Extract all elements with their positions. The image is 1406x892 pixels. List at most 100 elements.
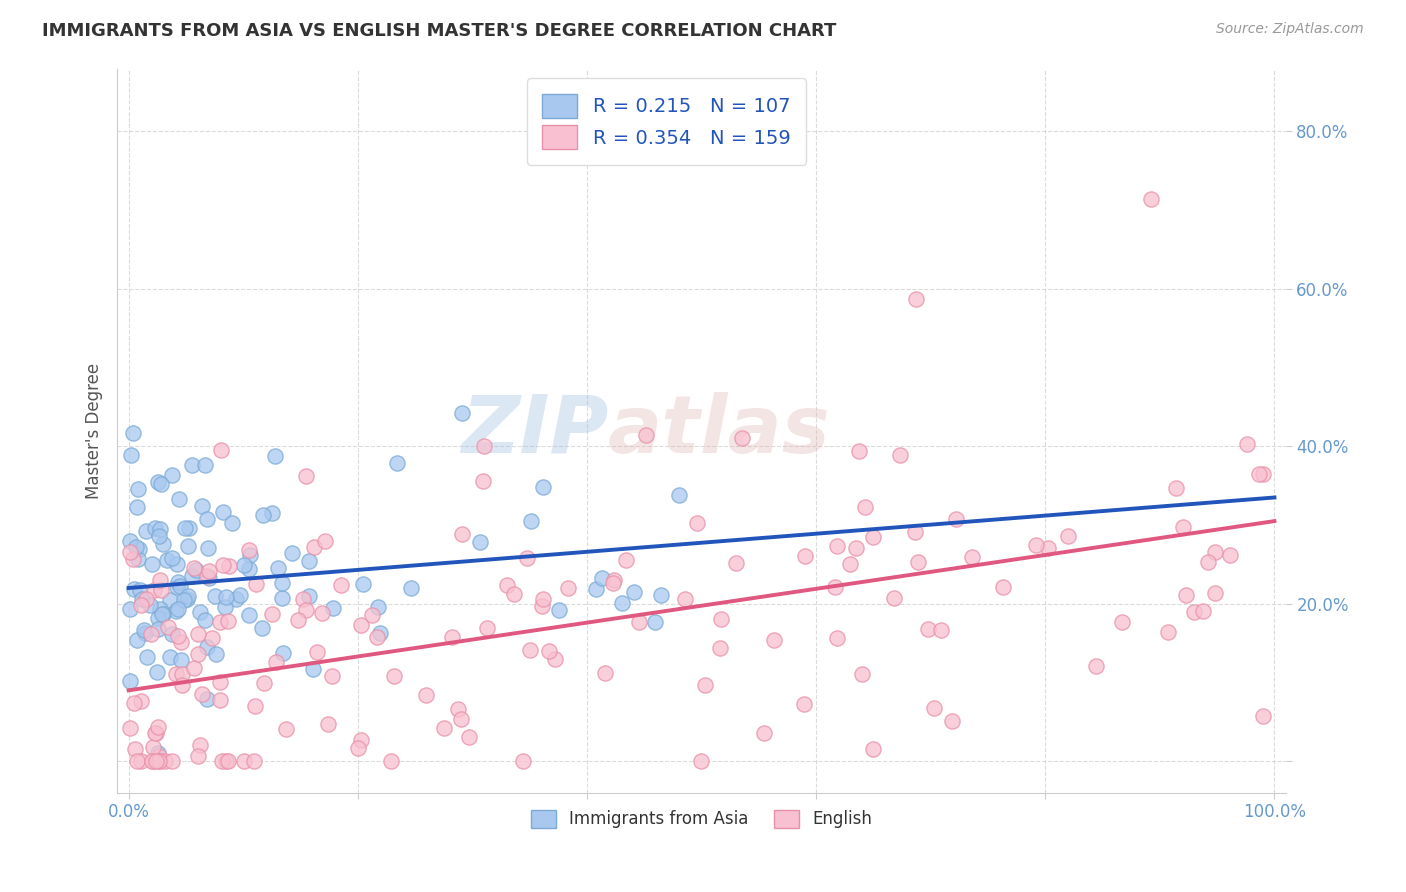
Point [450,712,472,726]
Point [120,448,142,462]
Point [127,552,149,566]
Point [124,742,146,756]
Point [195,640,218,654]
Point [862,530,884,544]
Point [159,593,181,607]
Point [252,508,274,523]
Point [904,524,927,539]
Point [180,458,202,472]
Point [139,598,162,612]
Point [134,626,156,640]
Point [557,581,579,595]
Point [146,665,169,679]
Point [468,534,491,549]
Point [212,558,235,572]
Point [644,615,666,629]
Point [347,740,370,755]
Point [519,643,541,657]
Point [825,539,848,553]
Point [166,575,188,590]
Point [142,754,165,768]
Point [159,649,181,664]
Point [197,541,219,555]
Point [152,536,174,550]
Point [793,549,815,563]
Point [148,754,170,768]
Point [125,500,148,514]
Point [195,691,218,706]
Point [366,630,388,644]
Point [634,427,657,442]
Point [628,615,651,629]
Point [146,747,169,761]
Point [176,539,198,553]
Point [689,754,711,768]
Point [134,592,156,607]
Point [941,714,963,729]
Point [1175,588,1198,602]
Point [232,754,254,768]
Point [1219,548,1241,562]
Point [945,511,967,525]
Point [149,522,172,536]
Point [145,726,167,740]
Point [141,557,163,571]
Point [458,730,481,744]
Legend: Immigrants from Asia, English: Immigrants from Asia, English [524,803,879,835]
Point [917,622,939,636]
Point [516,550,538,565]
Point [127,633,149,648]
Point [1197,555,1219,569]
Point [221,516,243,531]
Point [544,652,567,666]
Point [1204,545,1226,559]
Point [270,576,292,591]
Point [1139,192,1161,206]
Point [929,623,952,637]
Point [173,593,195,607]
Point [209,615,232,629]
Point [673,591,696,606]
Point [209,443,232,458]
Point [143,726,166,740]
Point [533,480,555,494]
Point [215,754,238,768]
Point [844,541,866,556]
Point [548,603,571,617]
Point [361,608,384,623]
Point [330,578,353,592]
Point [127,482,149,496]
Point [260,607,283,621]
Point [150,607,173,621]
Point [174,521,197,535]
Point [1251,467,1274,481]
Point [1038,541,1060,555]
Point [1166,481,1188,495]
Point [215,590,238,604]
Point [243,699,266,714]
Point [253,676,276,690]
Point [238,542,260,557]
Text: atlas: atlas [607,392,831,469]
Point [218,559,240,574]
Point [118,544,141,558]
Point [225,592,247,607]
Point [762,633,785,648]
Point [135,650,157,665]
Point [122,426,145,441]
Point [263,449,285,463]
Point [271,646,294,660]
Point [160,551,183,566]
Point [593,666,616,681]
Point [122,551,145,566]
Point [380,754,402,768]
Point [904,292,927,306]
Point [352,577,374,591]
Point [318,716,340,731]
Point [143,521,166,535]
Point [146,720,169,734]
Point [1182,605,1205,619]
Point [191,499,214,513]
Point [170,667,193,681]
Point [1111,615,1133,630]
